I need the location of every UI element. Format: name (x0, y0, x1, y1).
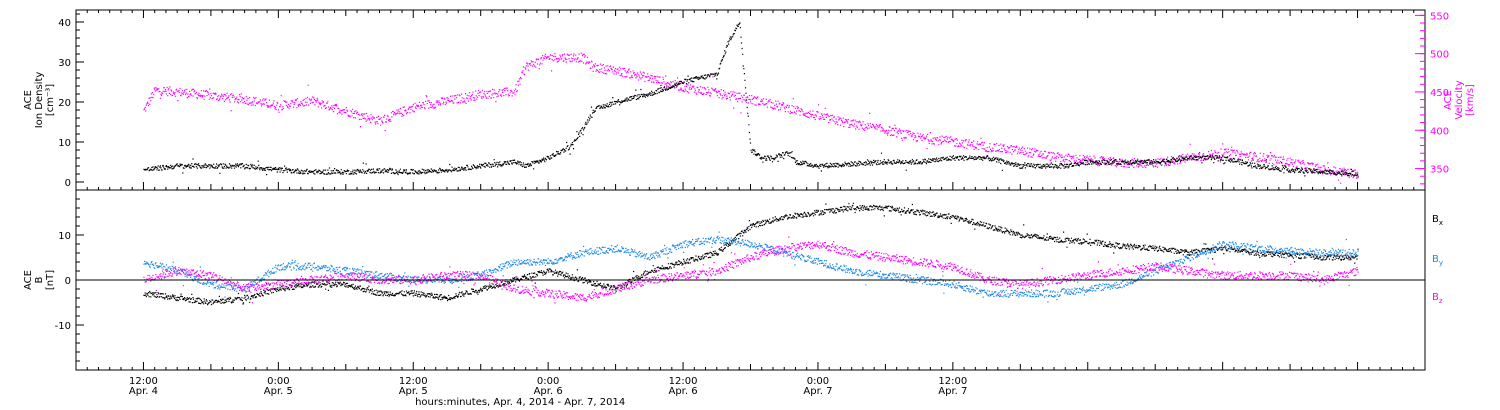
x-tick-date: Apr. 6 (668, 386, 697, 397)
x-tick-date: Apr. 4 (129, 386, 158, 397)
x-tick-date: Apr. 7 (803, 386, 832, 397)
velocity-ylabel-line: [km/s] (1465, 84, 1476, 116)
velocity-series (143, 52, 1359, 184)
density-tick-label: 20 (58, 98, 71, 109)
b-tick-label: 10 (58, 231, 71, 242)
b-tick-label: 0 (65, 276, 71, 287)
ion-density-series (143, 22, 1359, 177)
density-ylabel-line: Ion Density (34, 72, 45, 129)
b-ylabel-line: B (34, 276, 45, 283)
x-tick-time: 12:00 (938, 376, 967, 387)
b-ylabel-line: [nT] (45, 270, 56, 290)
density-ylabel-line: ACE (23, 90, 34, 110)
x-tick-time: 12:00 (129, 376, 158, 387)
velocity-tick-label: 350 (1430, 165, 1449, 176)
velocity-tick-label: 500 (1430, 50, 1449, 61)
x-tick-time: 12:00 (669, 376, 698, 387)
x-tick-date: Apr. 5 (399, 386, 428, 397)
b-ylabel-line: ACE (23, 270, 34, 290)
x-tick-time: 0:00 (807, 376, 829, 387)
b-tick-label: -10 (55, 321, 71, 332)
x-tick-time: 12:00 (399, 376, 428, 387)
data-layer (143, 22, 1359, 306)
velocity-tick-label: 550 (1430, 11, 1449, 22)
velocity-ylabel: ACE Velocity [km/s] (1443, 80, 1476, 119)
velocity-ylabel-line: ACE (1443, 90, 1454, 110)
b-ylabel: ACE B [nT] (23, 270, 56, 290)
x-tick-time: 0:00 (537, 376, 559, 387)
legend-bz: Bz (1432, 292, 1443, 305)
x-tick-time: 0:00 (267, 376, 289, 387)
density-tick-label: 0 (65, 178, 71, 189)
x-tick-date: Apr. 5 (264, 386, 293, 397)
velocity-ylabel-line: Velocity (1454, 80, 1465, 119)
velocity-tick-label: 400 (1430, 126, 1449, 137)
density-tick-label: 30 (58, 58, 71, 69)
x-tick-date: Apr. 6 (534, 386, 563, 397)
bx-series (143, 202, 1359, 306)
velocity-tick-label: 450 (1430, 88, 1449, 99)
x-axis-title: hours:minutes, Apr. 4, 2014 - Apr. 7, 20… (415, 397, 625, 408)
axes-layer (76, 10, 1425, 370)
bx-points (143, 202, 1359, 306)
legend-by: By (1432, 254, 1443, 267)
density-ylabel-line: [cm⁻³] (45, 84, 56, 116)
density-tick-label: 10 (58, 138, 71, 149)
x-tick-date: Apr. 7 (938, 386, 967, 397)
density-tick-label: 40 (58, 18, 71, 29)
ion-density-points (143, 22, 1359, 177)
legend-bx: Bx (1432, 214, 1443, 227)
density-ylabel: ACE Ion Density [cm⁻³] (23, 72, 56, 129)
text-layer: 010203040350400450500550-1001012:00Apr. … (23, 11, 1476, 408)
velocity-points (143, 52, 1359, 184)
